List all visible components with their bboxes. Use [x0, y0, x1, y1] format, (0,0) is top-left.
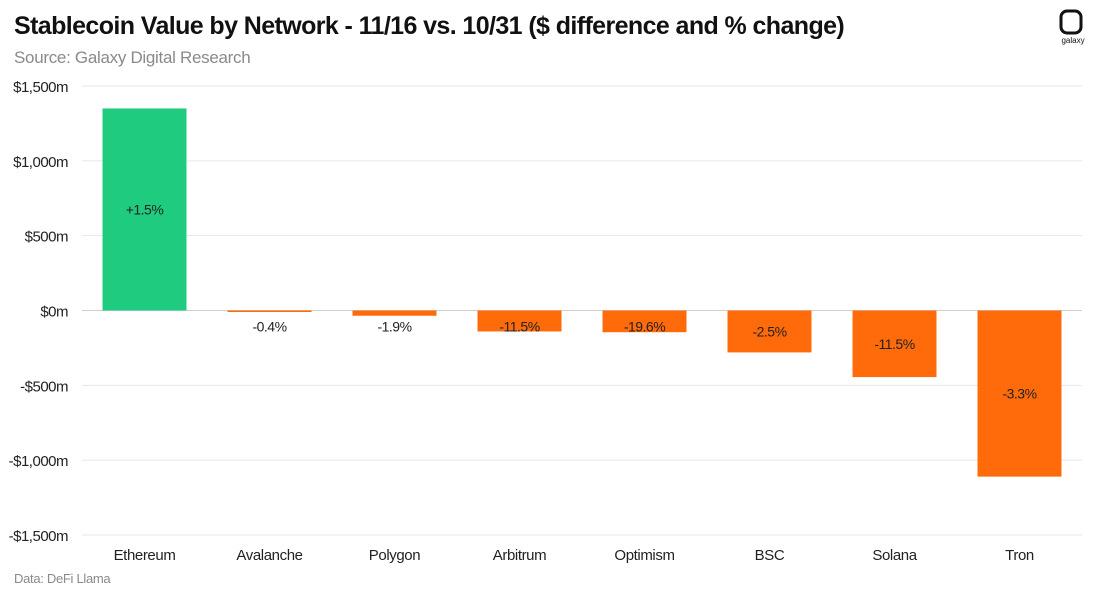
x-tick-label: Polygon	[369, 547, 420, 564]
data-label: -11.5%	[499, 319, 539, 335]
chart-subtitle: Source: Galaxy Digital Research	[14, 48, 251, 67]
data-label: -3.3%	[1002, 386, 1036, 402]
x-tick-label: Solana	[872, 547, 917, 564]
bar	[102, 108, 187, 311]
y-tick-label: $1,500m	[13, 79, 68, 96]
x-tick-label: Avalanche	[236, 547, 302, 564]
data-source-note: Data: DeFi Llama	[14, 571, 111, 586]
x-tick-label: Tron	[1005, 547, 1034, 564]
bar	[852, 310, 937, 378]
logo-wordmark: galaxy	[1061, 36, 1085, 45]
y-tick-label: $500m	[25, 229, 68, 246]
x-tick-label: Ethereum	[114, 547, 176, 564]
x-tick-label: BSC	[755, 547, 785, 564]
data-label: -11.5%	[874, 336, 914, 352]
y-tick-label: $0m	[40, 304, 68, 321]
bar	[977, 310, 1062, 477]
bar	[477, 310, 562, 332]
data-label: -0.4%	[252, 319, 286, 335]
x-tick-label: Optimism	[614, 547, 674, 564]
data-label: +1.5%	[126, 201, 164, 217]
data-label: -19.6%	[624, 319, 665, 335]
chart-title: Stablecoin Value by Network - 11/16 vs. …	[14, 12, 845, 40]
bar	[227, 310, 312, 312]
y-tick-label: $1,000m	[13, 154, 68, 171]
bar	[727, 310, 812, 353]
data-label: -1.9%	[377, 319, 411, 335]
data-label: -2.5%	[752, 323, 786, 339]
x-tick-label: Arbitrum	[493, 547, 546, 564]
y-tick-label: -$500m	[20, 378, 68, 395]
galaxy-logo-icon	[1059, 9, 1083, 35]
bar	[352, 310, 437, 316]
y-tick-label: -$1,000m	[9, 453, 68, 470]
y-tick-label: -$1,500m	[9, 528, 68, 545]
bar	[602, 310, 687, 333]
